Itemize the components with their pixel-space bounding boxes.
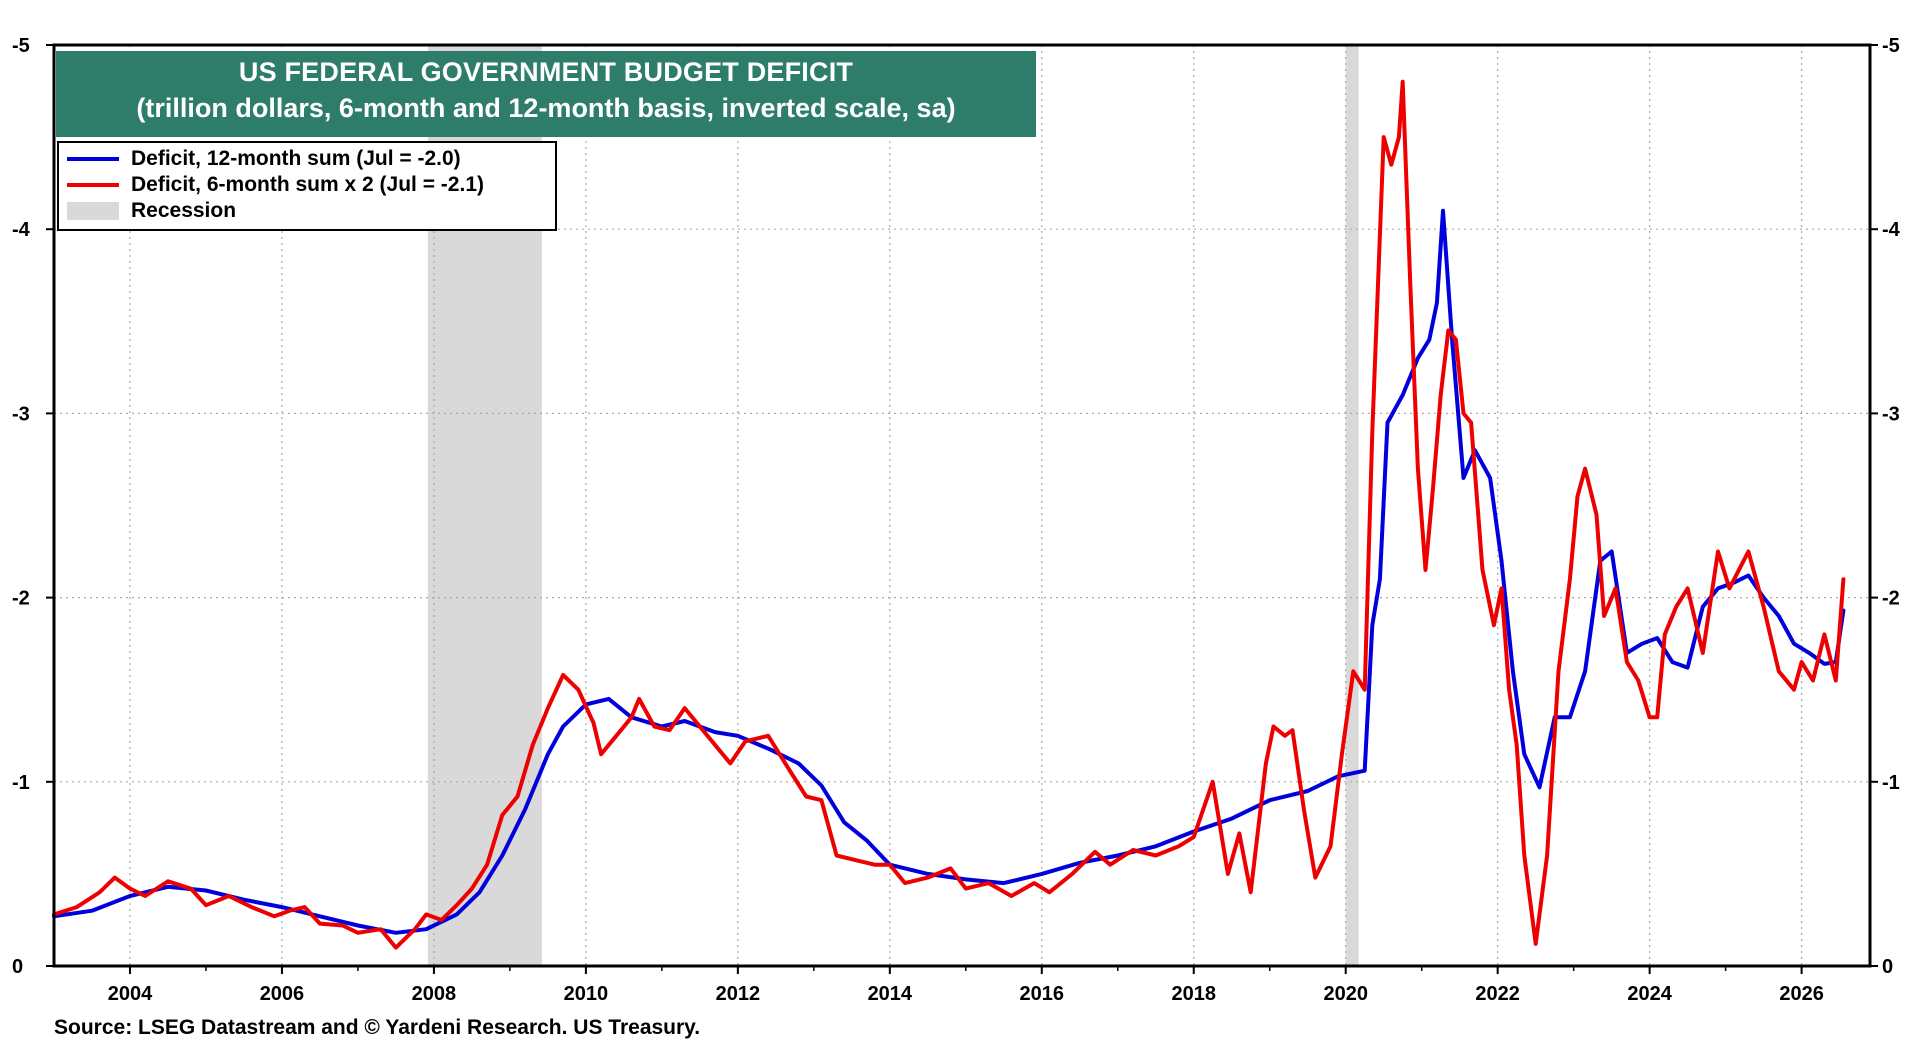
x-tick-label: 2026	[1779, 983, 1824, 1005]
recession-band-2	[1345, 45, 1359, 966]
x-tick-label: 2016	[1020, 983, 1065, 1005]
x-tick-label: 2004	[108, 983, 153, 1005]
x-tick-label: 2024	[1627, 983, 1672, 1005]
y-tick-label-left: 0	[12, 956, 23, 978]
axis-ticks: -5 -5 -4 -4 -3 -3 -2 -2 -1 -1 0 0 2004 2006 2008 2010 20…	[12, 35, 1901, 1005]
legend-swatch-recession	[67, 202, 119, 220]
y-tick-label-left: -2	[12, 588, 30, 610]
x-tick-label: 2018	[1171, 983, 1216, 1005]
y-tick-label-right: -5	[1882, 35, 1900, 57]
x-tick-label: 2022	[1475, 983, 1520, 1005]
legend-label-6-month: Deficit, 6-month sum x 2 (Jul = -2.1)	[131, 173, 484, 196]
chart-subtitle: (trillion dollars, 6-month and 12-month …	[136, 93, 956, 123]
y-tick-label-left: -4	[12, 219, 31, 241]
y-tick-label-left: -5	[12, 35, 30, 57]
x-tick-label: 2010	[564, 983, 609, 1005]
y-tick-label-right: -1	[1882, 772, 1900, 794]
y-tick-label-right: 0	[1882, 956, 1893, 978]
y-tick-label-right: -2	[1882, 588, 1900, 610]
x-tick-label: 2012	[716, 983, 761, 1005]
y-tick-label-right: -4	[1882, 219, 1901, 241]
x-tick-label: 2020	[1323, 983, 1368, 1005]
y-tick-label-left: -1	[12, 772, 30, 794]
y-tick-label-left: -3	[12, 403, 30, 425]
legend: Deficit, 12-month sum (Jul = -2.0) Defic…	[57, 141, 557, 231]
y-tick-label-right: -3	[1882, 403, 1900, 425]
legend-swatch-red	[67, 183, 119, 187]
legend-item-recession: Recession	[67, 198, 236, 224]
source-note: Source: LSEG Datastream and © Yardeni Re…	[54, 1016, 701, 1039]
x-tick-label: 2008	[412, 983, 457, 1005]
plot-frame	[52, 43, 1872, 968]
x-tick-label: 2006	[260, 983, 305, 1005]
legend-swatch-blue	[67, 157, 119, 161]
legend-label-recession: Recession	[131, 199, 237, 222]
x-tick-label: 2014	[868, 983, 913, 1005]
series-line-12-month	[52, 208, 1846, 935]
series-lines	[52, 79, 1846, 950]
legend-item-6-month: Deficit, 6-month sum x 2 (Jul = -2.1)	[67, 172, 484, 198]
legend-label-12-month: Deficit, 12-month sum (Jul = -2.0)	[131, 147, 461, 170]
chart-title-box: US FEDERAL GOVERNMENT BUDGET DEFICIT (tr…	[56, 51, 1036, 137]
chart-title: US FEDERAL GOVERNMENT BUDGET DEFICIT	[238, 57, 854, 87]
series-line-6-month	[52, 79, 1846, 950]
legend-item-12-month: Deficit, 12-month sum (Jul = -2.0)	[67, 146, 461, 172]
